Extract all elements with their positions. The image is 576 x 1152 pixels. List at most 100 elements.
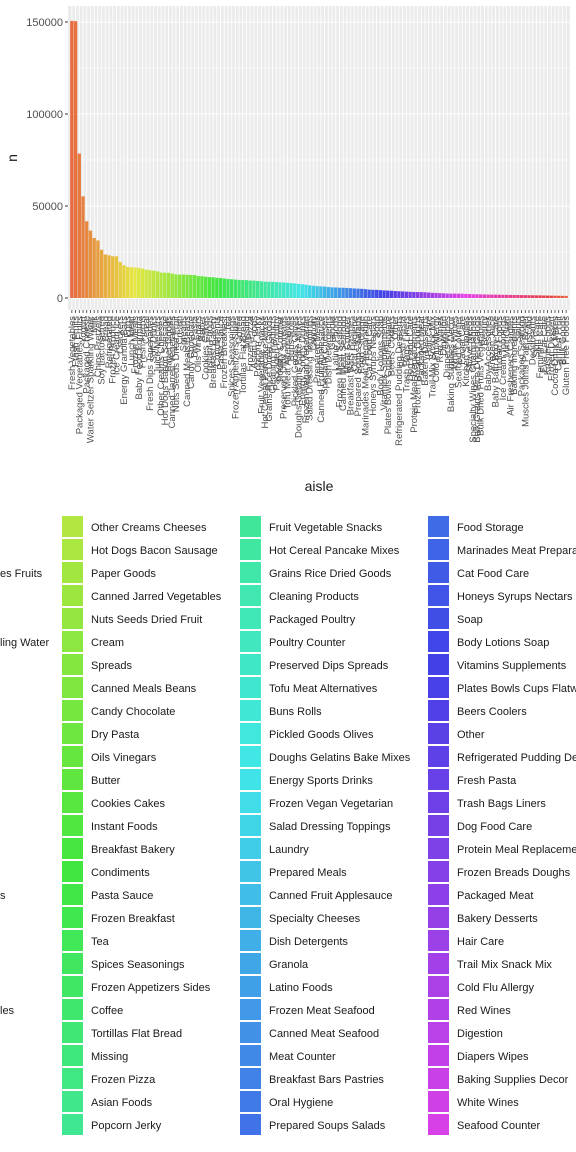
x-tick-label: Shave Needs <box>465 316 476 373</box>
x-tick-label: Tea <box>223 315 234 331</box>
legend-label: Packaged Meat <box>457 890 533 902</box>
bar <box>523 295 527 298</box>
x-tick-label: Body Lotions Soap <box>375 316 386 396</box>
bar <box>460 293 464 298</box>
bar <box>88 230 93 298</box>
bar <box>505 294 509 298</box>
bar <box>334 287 338 298</box>
legend-swatch <box>428 976 449 997</box>
bar <box>478 294 483 298</box>
legend-label: Refrigerated Pudding Desserts <box>457 752 576 764</box>
bar <box>181 274 186 298</box>
x-tick-label: Kitchen Supplies <box>461 316 472 387</box>
bar <box>304 284 308 298</box>
x-tick-label: Doughs Gelatins Bake Mixes <box>294 316 305 438</box>
legend-label: Hot Cereal Pancake Mixes <box>269 545 400 557</box>
bar <box>389 290 394 298</box>
legend-label: Coffee <box>91 1005 123 1017</box>
legend-label-partial: les <box>0 1005 15 1017</box>
x-tick-label: Cocoa Drink Mixes <box>550 316 561 396</box>
bar <box>192 274 197 298</box>
bar <box>185 274 189 298</box>
x-tick-label: Packaged Poultry <box>271 316 282 391</box>
x-tick-label: Missing <box>242 316 253 348</box>
x-tick-label: Paper Goods <box>163 316 174 372</box>
legend-label: Pasta Sauce <box>91 890 153 902</box>
x-tick-label: Cat Food Care <box>364 316 375 378</box>
y-axis: 0 50000 100000 150000 <box>26 17 68 305</box>
legend-label: Prepared Meals <box>269 867 347 879</box>
legend-label: Poultry Counter <box>269 637 346 649</box>
x-tick-label: Air Fresheners Candles <box>505 316 516 416</box>
legend-label: Nuts Seeds Dried Fruit <box>91 614 202 626</box>
x-tick-label: Soft Drinks <box>149 316 160 363</box>
legend-label: Latino Foods <box>269 982 333 994</box>
legend-label: Other <box>457 729 485 741</box>
x-tick-label: Candy Chocolate <box>186 316 197 389</box>
bar <box>393 291 397 298</box>
bars <box>70 20 568 299</box>
x-tick-label: Laundry <box>308 316 319 351</box>
x-tick-label: Gluten Free Foods <box>561 316 572 395</box>
legend-label: Energy Sports Drinks <box>269 775 373 787</box>
legend-label: Frozen Breads Doughs <box>457 867 571 879</box>
legend-swatch <box>240 516 261 537</box>
legend-label: Soap <box>457 614 483 626</box>
legend-swatch <box>428 884 449 905</box>
bar <box>137 267 141 298</box>
bar <box>174 274 178 298</box>
bar <box>363 289 368 298</box>
legend-label: Breakfast Bakery <box>91 844 175 856</box>
legend-label: Cookies Cakes <box>91 798 165 810</box>
legend-label: Candy Chocolate <box>91 706 175 718</box>
legend-swatch <box>62 907 83 928</box>
x-tick-label: Frozen Vegan Vegetarian <box>301 316 312 423</box>
bar <box>348 288 353 298</box>
legend-swatch <box>62 516 83 537</box>
x-tick-label: Seafood Counter <box>453 316 464 388</box>
legend-label: Body Lotions Soap <box>457 637 549 649</box>
x-tick-label: Oils Vinegars <box>193 316 204 373</box>
legend-label: Hot Dogs Bacon Sausage <box>91 545 218 557</box>
bar <box>103 254 107 298</box>
x-tick-label: Trash Bags Liners <box>401 316 412 393</box>
legend-swatch <box>240 608 261 629</box>
legend-swatch <box>240 1022 261 1043</box>
x-tick-label: Tofu Meat Alternatives <box>282 316 293 410</box>
legend-label: Cold Flu Allergy <box>457 982 535 994</box>
bar <box>267 281 271 298</box>
bar <box>337 287 342 298</box>
bar <box>397 291 401 298</box>
legend-swatch <box>428 631 449 652</box>
bar <box>404 291 409 298</box>
bar <box>77 153 81 298</box>
x-tick-label: Trail Mix Snack Mix <box>427 316 438 398</box>
x-tick-label: Yogurt <box>78 316 89 343</box>
bar <box>412 291 416 298</box>
x-tick-label: Breakfast Bakery <box>208 316 219 389</box>
legend-swatch <box>240 677 261 698</box>
x-tick-label: Meat Counter <box>342 316 353 374</box>
x-tick-label: Packaged Meat <box>416 316 427 382</box>
legend-label: Cleaning Products <box>269 591 359 603</box>
bar <box>207 277 212 298</box>
x-tick-label: Frozen Meat Seafood <box>334 316 345 407</box>
x-tick-label: Popcorn Jerky <box>253 316 264 377</box>
bar <box>423 292 427 298</box>
x-tick-label: Diapers Wipes <box>442 316 453 378</box>
x-tick-label: Oral Hygiene <box>349 316 360 371</box>
legend-label: Canned Jarred Vegetables <box>91 591 222 603</box>
legend-swatch <box>428 1114 449 1135</box>
legend-label: Laundry <box>269 844 309 856</box>
bar <box>285 282 290 298</box>
legend-swatch <box>240 792 261 813</box>
legend-label: Salad Dressing Toppings <box>269 821 391 833</box>
x-tick-label: Granola <box>327 315 338 350</box>
x-axis-title: aisle <box>305 478 334 494</box>
bar <box>122 265 126 298</box>
x-tick-label: Packaged Vegetables Fruits <box>74 316 85 435</box>
legend-swatch <box>428 907 449 928</box>
bar <box>482 294 487 298</box>
bar <box>564 295 568 298</box>
legend-swatch <box>62 769 83 790</box>
